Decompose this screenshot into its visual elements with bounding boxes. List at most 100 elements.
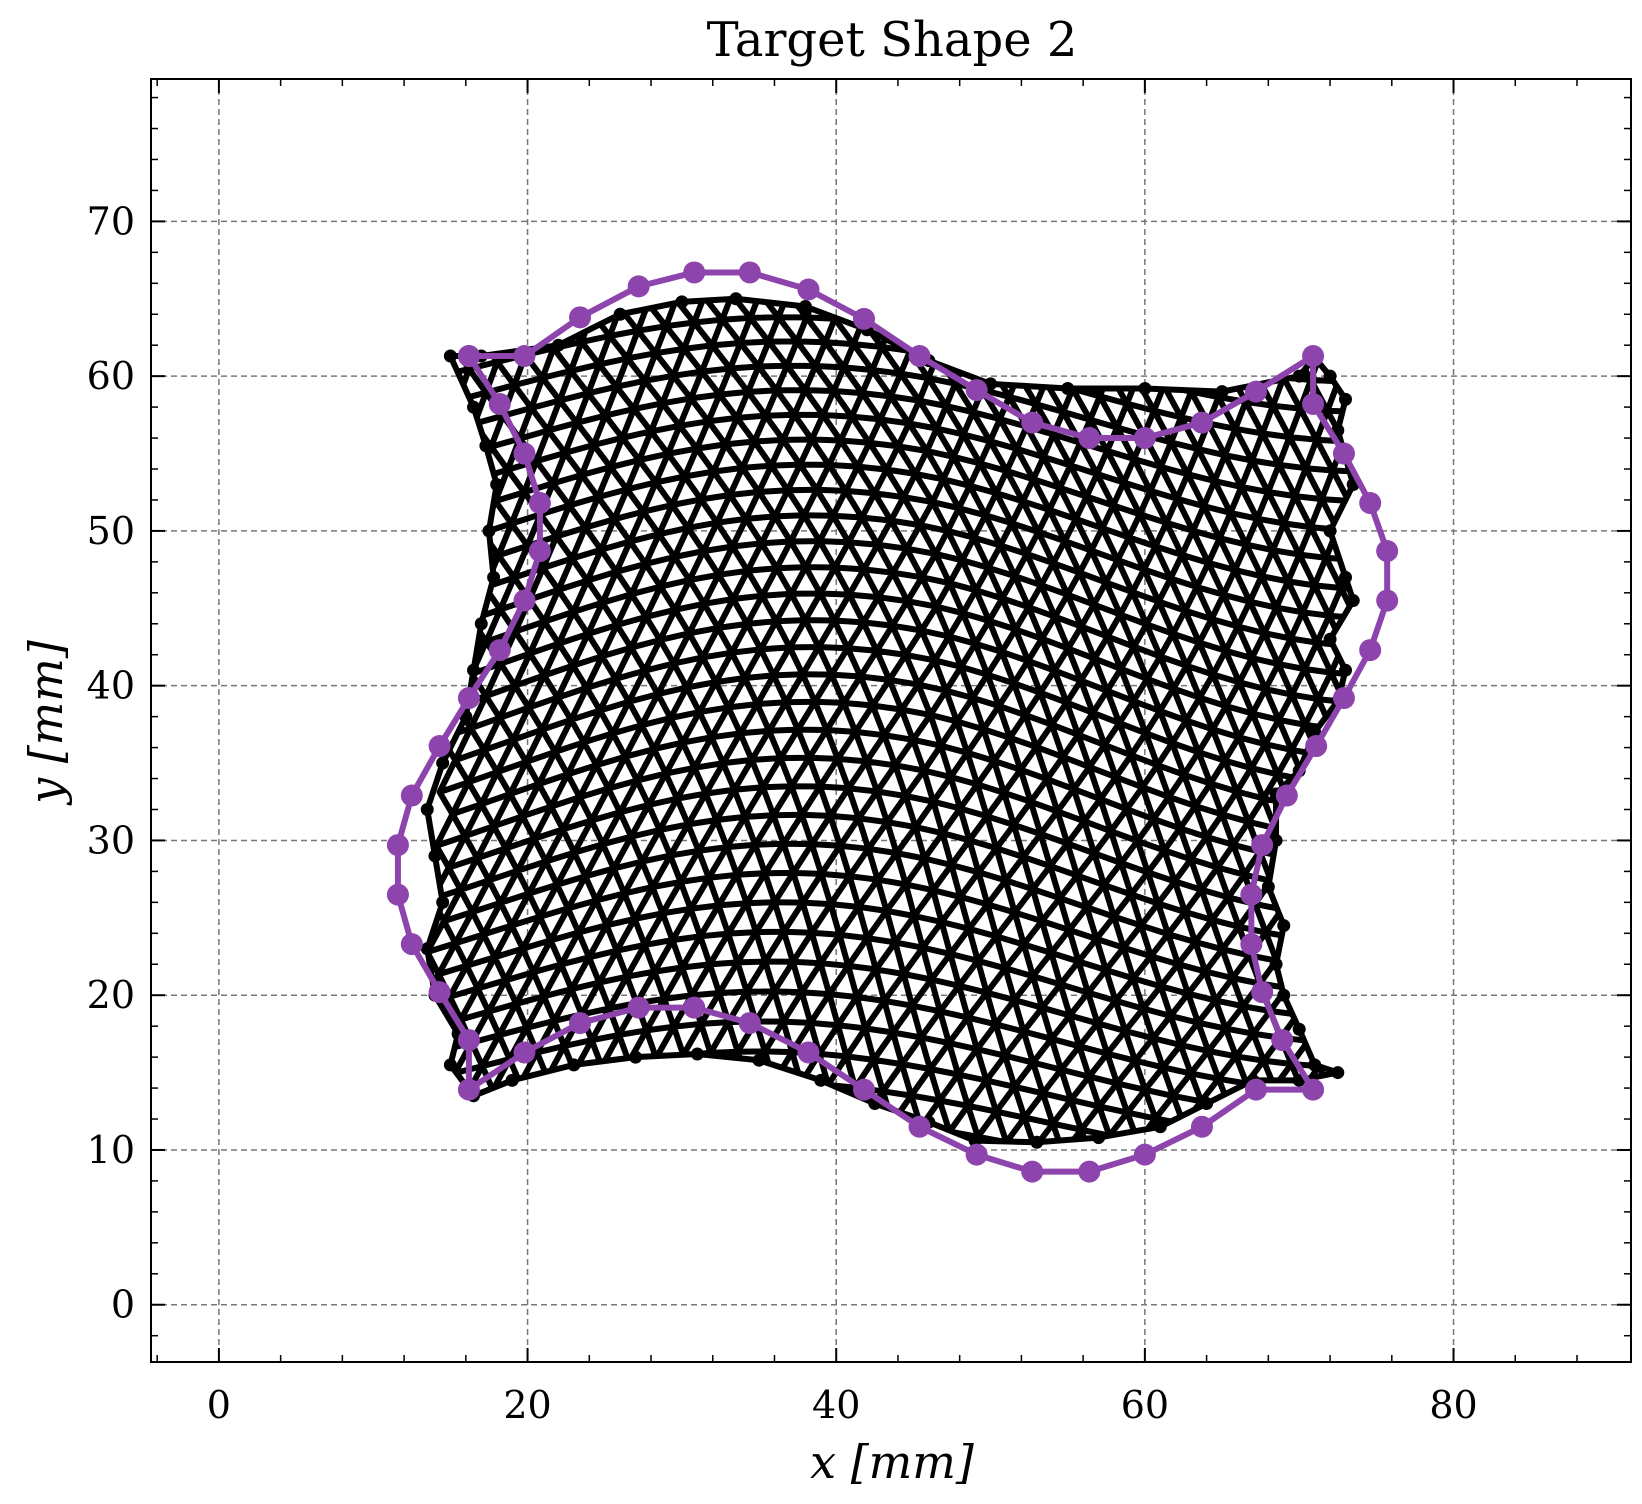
target-contour-point bbox=[1190, 411, 1213, 434]
y-tick-label: 60 bbox=[87, 354, 135, 398]
mesh-node bbox=[487, 570, 501, 584]
target-contour-point bbox=[965, 379, 988, 402]
mesh-node bbox=[984, 377, 998, 391]
target-contour-point bbox=[908, 1115, 931, 1138]
mesh-node bbox=[1323, 369, 1337, 383]
target-contour-point bbox=[627, 275, 650, 298]
target-contour-point bbox=[1240, 933, 1263, 956]
mesh-node bbox=[482, 524, 496, 538]
target-contour-point bbox=[1190, 1115, 1213, 1138]
mesh-node bbox=[1323, 524, 1337, 538]
mesh-node bbox=[1292, 369, 1306, 383]
mesh-node bbox=[1338, 570, 1352, 584]
mesh-node bbox=[443, 349, 457, 363]
mesh-node bbox=[479, 439, 493, 453]
mesh-node bbox=[1200, 1097, 1214, 1111]
mesh-node bbox=[729, 292, 743, 306]
target-contour-point bbox=[1078, 1160, 1101, 1183]
mesh-node bbox=[567, 1058, 581, 1072]
mesh-node bbox=[420, 942, 434, 956]
mesh-node bbox=[1292, 1022, 1306, 1036]
y-tick-label: 20 bbox=[87, 973, 135, 1017]
mesh-node bbox=[467, 663, 481, 677]
y-axis-label: y [mm] bbox=[19, 640, 73, 806]
target-contour-point bbox=[852, 1078, 875, 1101]
target-contour-point bbox=[569, 1012, 592, 1035]
chart-title: Target Shape 2 bbox=[707, 12, 1078, 68]
target-contour-point bbox=[428, 981, 451, 1004]
target-contour-point bbox=[1305, 735, 1328, 758]
x-tick-label: 60 bbox=[1121, 1383, 1169, 1427]
target-contour-point bbox=[908, 345, 931, 368]
target-contour-point bbox=[1251, 981, 1274, 1004]
mesh-node bbox=[474, 617, 488, 631]
target-contour-point bbox=[1133, 427, 1156, 450]
target-contour-point bbox=[797, 1041, 820, 1064]
y-tick-label: 70 bbox=[87, 199, 135, 243]
target-contour-point bbox=[386, 834, 409, 857]
target-contour-point bbox=[1275, 784, 1298, 807]
target-contour-point bbox=[1332, 442, 1355, 465]
target-contour-point bbox=[457, 1078, 480, 1101]
tick-labels: 0 20 40 60 80 0 10 20 30 40 50 60 70 bbox=[87, 199, 1478, 1427]
mesh-node bbox=[467, 400, 481, 414]
plot-frame bbox=[150, 78, 1632, 1363]
target-contour-point bbox=[1302, 345, 1325, 368]
mesh-node bbox=[428, 849, 442, 863]
mesh-node bbox=[1338, 663, 1352, 677]
target-contour-point bbox=[1359, 639, 1382, 662]
x-tick-label: 80 bbox=[1429, 1383, 1477, 1427]
target-contour-point bbox=[457, 345, 480, 368]
mesh-node bbox=[1331, 1066, 1345, 1080]
target-contour-point bbox=[627, 996, 650, 1019]
x-axis-label: x [mm] bbox=[810, 1435, 974, 1489]
target-contour-point bbox=[400, 933, 423, 956]
target-contour-point bbox=[683, 996, 706, 1019]
target-contour-point bbox=[528, 492, 551, 515]
target-contour-point bbox=[457, 687, 480, 710]
mesh-node bbox=[443, 1058, 457, 1072]
target-contour-point bbox=[569, 306, 592, 329]
x-tick-label: 0 bbox=[207, 1383, 231, 1427]
mesh-node bbox=[1277, 988, 1291, 1002]
mesh-node bbox=[1215, 385, 1229, 399]
target-contour-point bbox=[738, 1012, 761, 1035]
target-contour-point bbox=[1021, 411, 1044, 434]
target-contour-point bbox=[1302, 393, 1325, 416]
target-contour-point bbox=[513, 442, 536, 465]
target-contour-point bbox=[1021, 1160, 1044, 1183]
ticks bbox=[151, 79, 1631, 1362]
target-contour-point bbox=[1332, 687, 1355, 710]
y-tick-label: 10 bbox=[87, 1128, 135, 1172]
mesh-node bbox=[752, 1053, 766, 1067]
mesh-node bbox=[420, 802, 434, 816]
mesh-node bbox=[690, 1047, 704, 1061]
target-contour-point bbox=[797, 278, 820, 301]
target-contour-point bbox=[1359, 492, 1382, 515]
target-contour-point bbox=[1376, 589, 1399, 612]
target-contour bbox=[386, 261, 1399, 1183]
target-contour-point bbox=[513, 1041, 536, 1064]
mesh-node bbox=[1261, 880, 1275, 894]
x-tick-label: 40 bbox=[812, 1383, 860, 1427]
target-contour-point bbox=[400, 784, 423, 807]
target-contour-point bbox=[488, 393, 511, 416]
mesh-node bbox=[1269, 957, 1283, 971]
mesh-node bbox=[436, 895, 450, 909]
mesh-node bbox=[1030, 1135, 1044, 1149]
mesh-node bbox=[1061, 382, 1075, 396]
mesh-node bbox=[1138, 382, 1152, 396]
target-contour-point bbox=[428, 735, 451, 758]
target-contour-point bbox=[1271, 1029, 1294, 1052]
target-contour-point bbox=[386, 883, 409, 906]
target-contour-point bbox=[1240, 883, 1263, 906]
mesh-node bbox=[1153, 1120, 1167, 1134]
target-contour-point bbox=[1376, 540, 1399, 563]
mesh-node bbox=[675, 295, 689, 309]
target-contour-point bbox=[1133, 1143, 1156, 1166]
target-contour-point bbox=[1251, 834, 1274, 857]
y-tick-label: 0 bbox=[111, 1283, 135, 1327]
mesh-node bbox=[1277, 919, 1291, 933]
target-contour-point bbox=[1244, 380, 1267, 403]
